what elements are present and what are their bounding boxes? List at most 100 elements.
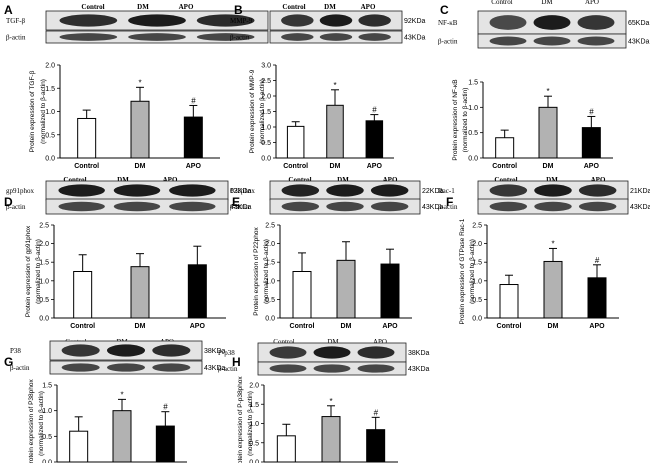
blot-lane-label: APO [383,176,398,184]
blot-target [45,10,269,31]
y-axis-label: Protein expression of GTPase Rac-1 [459,218,466,324]
blot-kda-label: 43KDa [404,35,426,42]
blot-row-label: β-actin [6,203,26,211]
blot-row-label: Rac-1 [438,187,455,195]
blot-target [45,180,229,201]
blot-band [169,184,216,197]
significance-mark: # [372,106,377,115]
y-tick-label: 1.5 [42,383,52,390]
x-tick-label: APO [367,163,383,170]
blot-band [152,344,191,357]
blot-band [533,15,571,30]
blot-target [477,180,629,201]
blot-band [113,201,161,212]
y-tick-label: 0.5 [468,130,478,137]
y-axis-label: Protein expression of P38phox [28,378,35,463]
y-tick-label: 0.0 [472,316,482,323]
blot-band [58,184,105,197]
bar-dm [321,416,341,463]
blot-target [269,180,421,201]
bar-control [495,137,515,159]
blot-row-label: β-actin [230,203,250,211]
significance-mark: * [546,87,549,96]
x-tick-label: APO [584,163,600,170]
panel-g: GControlDMAPO38KDaP3843KDaβ-actin0.00.51… [4,338,226,463]
y-tick-label: 1.5 [39,260,49,267]
significance-mark: # [595,256,600,265]
blot-kda-label: 38KDa [408,350,430,357]
blot-lane-label: DM [117,176,129,184]
y-tick-label: 0.5 [45,132,55,139]
panel-h: H Control DM APO 38KDa P-p38 43KDa β-actin 0.0 0.… [218,338,430,463]
y-tick-label: 2.0 [39,241,49,248]
blot-band [269,364,307,373]
bar-control [69,430,89,463]
bar-apo [380,263,400,319]
blot-band [61,363,100,372]
bar-control [499,284,519,319]
bar-apo [587,277,607,319]
blot-kda-label: 63KDa [230,188,252,195]
y-tick-label: 0.5 [265,297,275,304]
blot-lane-label: DM [137,3,149,11]
panel-label: G [4,355,13,369]
x-tick-label: DM [135,163,146,170]
blot-band [152,363,191,372]
bar-control [77,117,97,159]
blot-kda-label: 43KDa [204,365,226,372]
y-tick-label: 0.0 [45,156,55,163]
blot-band [319,14,353,27]
significance-mark: # [191,96,196,105]
y-tick-label: 3.0 [261,63,271,70]
significance-mark: # [373,408,378,417]
blot-kda-label: 92KDa [404,18,426,25]
panel-label: A [4,3,13,17]
panel-label: H [232,355,241,369]
y-axis-label: (normalized to β-actin) [247,391,254,456]
blot-kda-label: 43KDa [408,366,430,373]
blot-row-label: MMP-9 [230,17,253,25]
blot-row-label: β-actin [438,203,458,211]
bar-apo [581,127,601,159]
y-axis-label: (normalized to β-actin) [259,79,266,144]
y-tick-label: 1.5 [265,260,275,267]
blot-kda-label: 65KDa [628,20,650,27]
blot-band [533,36,571,46]
blot-kda-label: 43KDa [230,204,252,211]
panel-label: F [446,195,453,209]
blot-band [281,201,320,212]
blot-band [357,364,395,373]
blot-actin [45,198,229,215]
blot-band [59,33,118,41]
y-tick-label: 0.0 [265,316,275,323]
significance-mark: # [589,107,594,116]
blot-lane-label: Control [63,176,86,184]
blot-band [106,363,146,372]
blot-band [326,201,364,212]
y-tick-label: 0.5 [42,434,52,441]
blot-kda-label: 43KDa [628,39,650,46]
blot-band [578,201,617,212]
y-axis-label: Protein expression of gp91phox [25,225,32,317]
x-tick-label: DM [543,163,554,170]
x-tick-label: APO [186,163,202,170]
blot-lane-label: DM [546,176,558,184]
blot-lane-label: Control [81,3,104,11]
blot-band [489,201,528,212]
blot-lane-label: APO [361,3,376,11]
blot-lane-label: APO [163,176,178,184]
blot-band [489,184,528,197]
y-tick-label: 1.5 [472,260,482,267]
y-axis-label: Protein expression of P-p38phox [237,376,244,463]
y-tick-label: 2.5 [261,78,271,85]
x-tick-label: Control [290,323,315,330]
y-axis-label: Protein expression of NF-κB [452,79,459,160]
blot-band [578,184,617,197]
panel-label: E [232,195,240,209]
bar-control [73,271,93,319]
blot-band [128,33,186,41]
blot-lane-label: APO [585,0,599,6]
y-tick-label: 1.0 [42,408,52,415]
y-tick-label: 2.0 [472,241,482,248]
y-tick-label: 1.5 [45,86,55,93]
